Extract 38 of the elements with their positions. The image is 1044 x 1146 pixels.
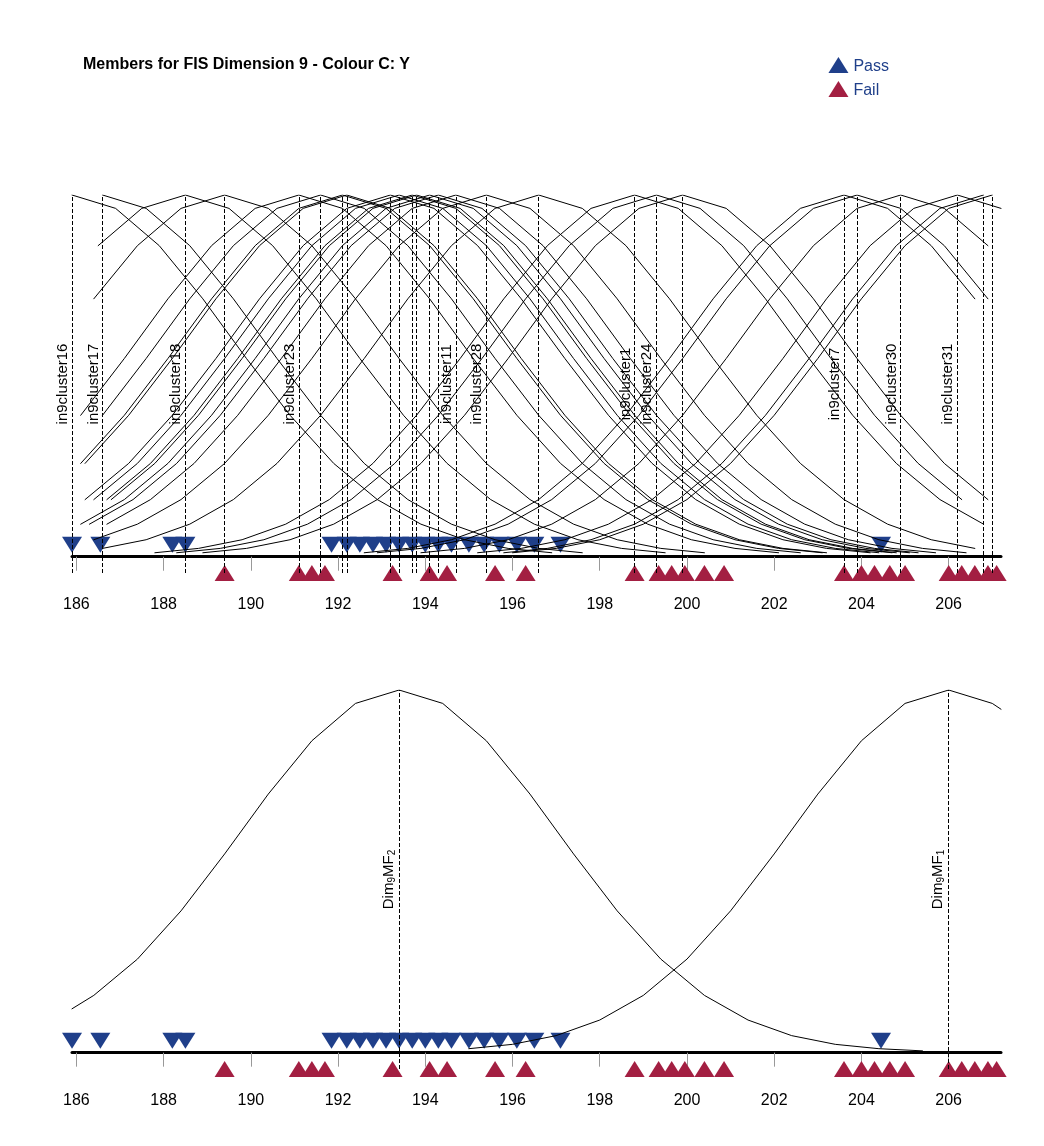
x-tick-label: 206 <box>935 1090 963 1108</box>
ref-line-label: in9cluster23 <box>279 343 297 425</box>
x-tick-label: 202 <box>760 1090 788 1108</box>
legend-label: Fail <box>853 80 880 98</box>
ref-line-label: Dim9MF1 <box>928 849 947 910</box>
x-tick-label: 200 <box>673 594 701 612</box>
ref-line-label: in9cluster24 <box>637 343 655 425</box>
ref-line-label: in9cluster1 <box>615 347 633 421</box>
ref-line-label: Dim9MF2 <box>378 849 397 910</box>
x-tick-label: 192 <box>324 1090 352 1108</box>
x-tick-label: 198 <box>586 594 614 612</box>
x-tick-label: 200 <box>673 1090 701 1108</box>
x-tick-label: 204 <box>848 594 875 612</box>
x-tick-label: 194 <box>411 1090 439 1108</box>
x-tick-label: 202 <box>760 594 788 612</box>
x-tick-label: 204 <box>848 1090 875 1108</box>
x-tick-label: 190 <box>237 1090 265 1108</box>
ref-line-label: in9cluster17 <box>83 343 101 425</box>
x-tick-label: 186 <box>63 1090 90 1108</box>
ref-line-label: in9cluster11 <box>436 344 454 424</box>
legend-label: Pass <box>853 56 890 74</box>
x-tick-label: 190 <box>237 594 265 612</box>
x-tick-label: 206 <box>935 594 963 612</box>
ref-line-label: in9cluster31 <box>938 343 956 425</box>
x-tick-label: 188 <box>150 594 178 612</box>
ref-line-label: in9cluster30 <box>881 343 899 425</box>
ref-line-label: in9cluster7 <box>824 347 842 421</box>
x-tick-label: 188 <box>150 1090 178 1108</box>
x-tick-label: 192 <box>324 594 352 612</box>
ref-line-label: in9cluster28 <box>467 343 485 425</box>
x-tick-label: 196 <box>499 1090 526 1108</box>
x-tick-label: 194 <box>411 594 439 612</box>
x-tick-label: 186 <box>63 594 90 612</box>
x-tick-label: 198 <box>586 1090 614 1108</box>
x-tick-label: 196 <box>499 594 526 612</box>
chart-title: Members for FIS Dimension 9 - Colour C: Y <box>83 54 411 72</box>
ref-line-label: in9cluster16 <box>53 343 70 425</box>
ref-line-label: in9cluster18 <box>166 343 184 425</box>
